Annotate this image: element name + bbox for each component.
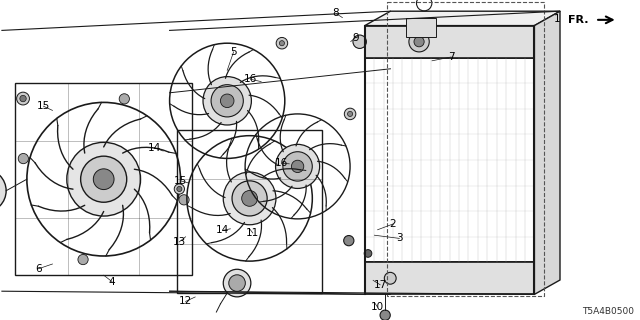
Bar	[15, 83, 192, 275]
Text: 11: 11	[246, 228, 259, 238]
Circle shape	[344, 108, 356, 120]
Circle shape	[414, 37, 424, 47]
Text: T5A4B0500: T5A4B0500	[582, 307, 634, 316]
Text: 10: 10	[371, 302, 384, 312]
Circle shape	[203, 76, 252, 125]
Circle shape	[220, 94, 234, 108]
Circle shape	[119, 94, 129, 104]
Bar	[387, 2, 544, 296]
Text: 6: 6	[35, 264, 42, 274]
Text: 9: 9	[352, 33, 358, 43]
Bar	[365, 58, 534, 262]
Circle shape	[211, 85, 243, 117]
Circle shape	[276, 37, 287, 49]
Text: 16: 16	[244, 74, 257, 84]
Circle shape	[223, 172, 276, 225]
Polygon shape	[365, 11, 560, 26]
Text: 13: 13	[173, 237, 186, 247]
Text: 12: 12	[179, 296, 192, 307]
Circle shape	[279, 41, 284, 46]
Text: 14: 14	[216, 225, 229, 236]
Text: 15: 15	[37, 101, 50, 111]
Circle shape	[179, 195, 189, 205]
Circle shape	[385, 272, 396, 284]
Text: 3: 3	[396, 233, 403, 244]
Text: 5: 5	[230, 47, 237, 57]
Text: 16: 16	[275, 158, 288, 168]
Text: 17: 17	[374, 280, 387, 290]
Text: 4: 4	[109, 276, 115, 287]
Text: 8: 8	[333, 8, 339, 19]
Circle shape	[17, 92, 29, 105]
Circle shape	[177, 187, 182, 192]
Circle shape	[380, 310, 390, 320]
Circle shape	[174, 184, 184, 194]
Circle shape	[93, 169, 114, 189]
Circle shape	[291, 160, 304, 172]
Circle shape	[0, 169, 6, 212]
Circle shape	[81, 156, 127, 202]
Circle shape	[276, 144, 319, 188]
Circle shape	[232, 181, 267, 216]
Bar	[406, 18, 436, 37]
Bar	[365, 26, 534, 58]
Circle shape	[67, 142, 141, 216]
Circle shape	[228, 275, 245, 291]
Circle shape	[20, 95, 26, 102]
Circle shape	[223, 269, 251, 297]
Circle shape	[409, 32, 429, 52]
Circle shape	[18, 154, 28, 164]
Circle shape	[242, 190, 257, 206]
Bar	[365, 262, 534, 294]
Circle shape	[353, 35, 366, 48]
Circle shape	[348, 111, 353, 116]
Circle shape	[283, 152, 312, 181]
Circle shape	[78, 254, 88, 265]
Text: 7: 7	[448, 52, 454, 62]
Text: FR.: FR.	[568, 15, 589, 25]
Text: 1: 1	[554, 13, 560, 24]
Bar	[177, 130, 322, 293]
Circle shape	[364, 250, 372, 257]
Text: 14: 14	[148, 143, 161, 153]
Polygon shape	[534, 11, 560, 294]
Circle shape	[344, 236, 354, 246]
Text: 2: 2	[390, 219, 396, 229]
Text: 15: 15	[174, 176, 187, 186]
